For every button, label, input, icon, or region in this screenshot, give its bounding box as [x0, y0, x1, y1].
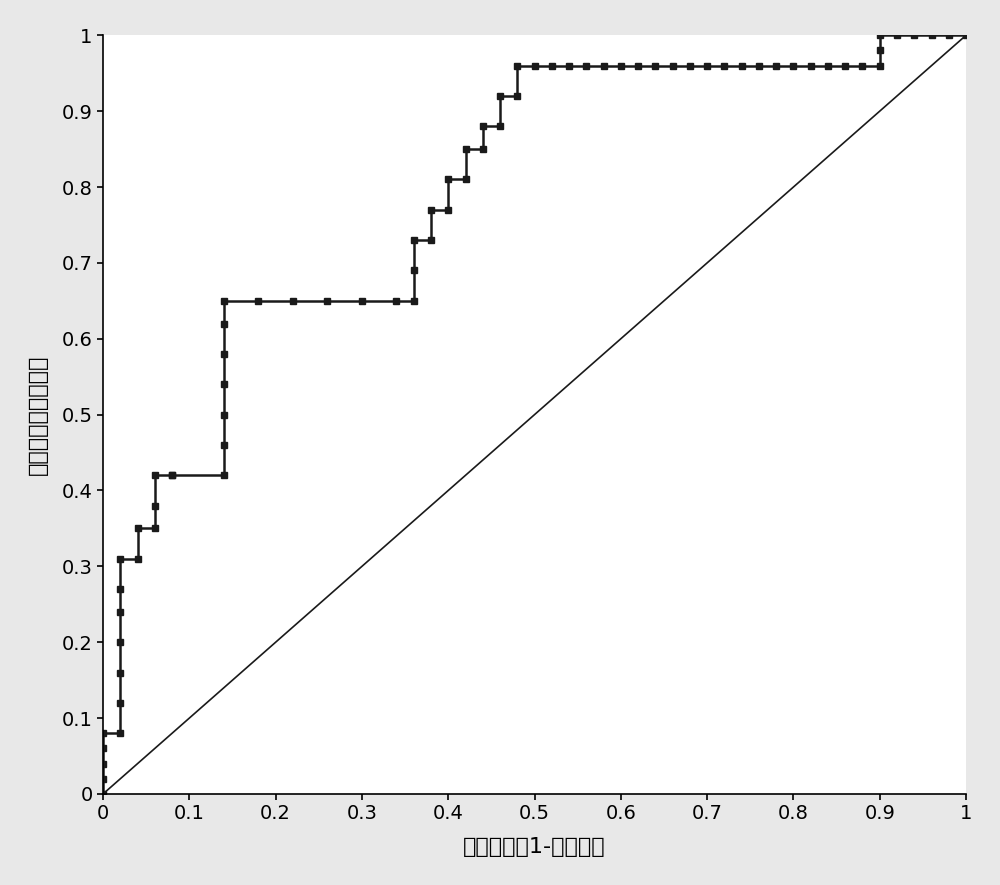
- X-axis label: 假阳性率（1-特异性）: 假阳性率（1-特异性）: [463, 837, 606, 858]
- Y-axis label: 真阳性率（灵敏度）: 真阳性率（灵敏度）: [28, 354, 48, 474]
